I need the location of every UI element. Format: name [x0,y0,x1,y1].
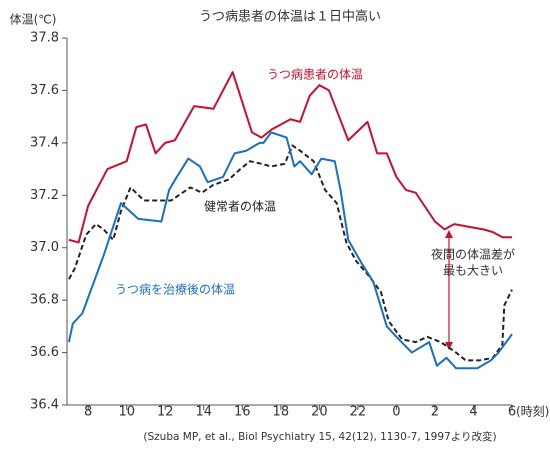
x-tick-label: 18 [273,405,290,420]
y-tick-label: 36.6 [30,345,59,360]
x-tick-label: 10 [118,405,135,420]
x-tick-label: 12 [157,405,174,420]
source: (Szuba MP, et al., Biol Psychiatry 15, 4… [143,430,496,443]
series-line [68,144,513,362]
x-tick-label: 22 [350,405,367,420]
series-label: 健常者の体温 [204,200,276,214]
x-tick-label: 0 [392,405,400,420]
y-tick-label: 36.8 [30,293,59,308]
series-label: うつ病患者の体温 [267,67,363,82]
x-tick-label: 14 [196,405,213,420]
gap-arrow [445,230,453,350]
annotation: 最も大きい [443,264,503,278]
y-tick-label: 37.0 [30,240,59,255]
x-tick-label: 6 [508,405,516,420]
chart-title: うつ病患者の体温は１日中高い [199,9,381,25]
x-axis-label: (時刻) [516,405,549,419]
y-axis-label: 体温(℃) [10,13,57,27]
y-tick-label: 37.4 [30,135,59,150]
series-label: うつ病を治療後の体温 [115,282,235,297]
series-line [68,71,512,244]
y-tick-label: 37.8 [30,31,59,46]
x-tick-label: 8 [84,405,92,420]
x-tick-label: 4 [469,405,477,420]
y-tick-label: 36.4 [30,398,59,413]
y-tick-label: 37.2 [30,188,59,203]
y-tick-label: 37.6 [30,83,59,98]
annotation: 夜間の体温差が [431,247,515,262]
x-tick-label: 16 [234,405,251,420]
series-line [67,131,513,370]
x-tick-label: 20 [311,405,328,420]
x-tick-label: 2 [431,405,439,420]
